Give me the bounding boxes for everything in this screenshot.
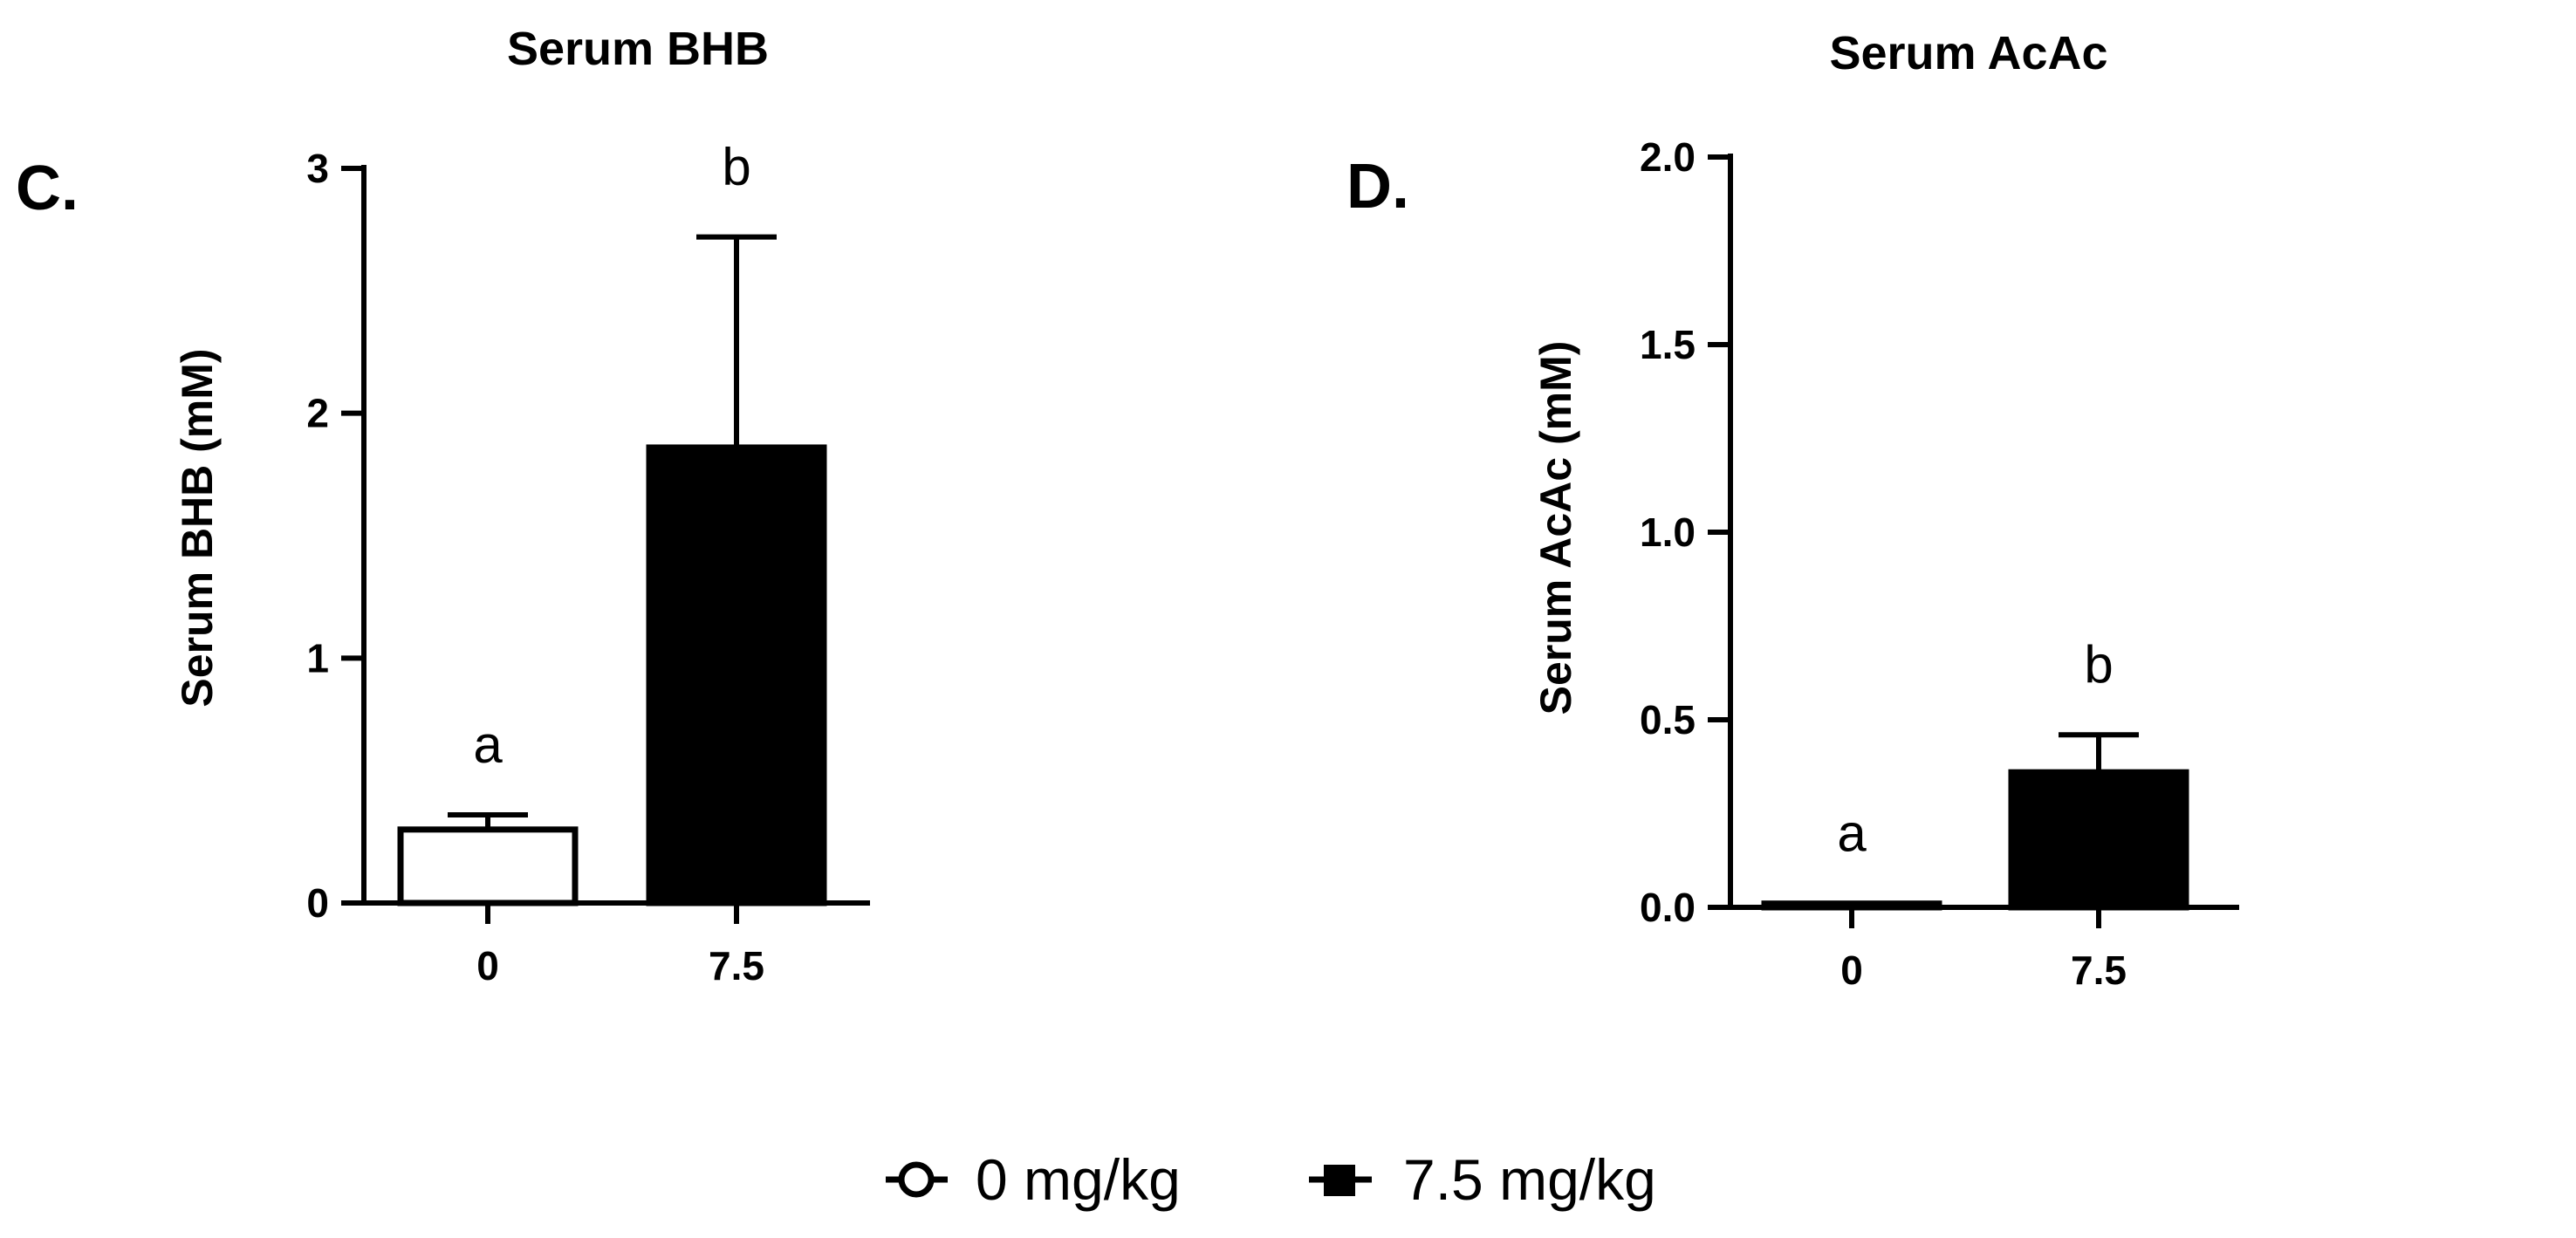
legend-label: 0 mg/kg	[976, 1147, 1181, 1212]
panel-d-bar-1	[2008, 769, 2189, 911]
open-circle-icon	[898, 1161, 935, 1198]
panel-d-y-tick-label: 0.5	[1640, 697, 1696, 742]
panel-d-plot: a 0 b 7.5 0.0 0.5 1.0 1.5 2.0	[1640, 134, 2239, 993]
panel-d-y-tick-label: 1.0	[1640, 510, 1696, 555]
panel-c-ylabel: Serum BHB (mM)	[173, 348, 222, 707]
panel-c-bar-0	[397, 826, 579, 906]
panel-d-ylabel: Serum AcAc (mM)	[1531, 341, 1580, 715]
filled-square-icon	[1324, 1165, 1355, 1196]
panel-c-significance-1: b	[722, 138, 750, 196]
panel-c-y-tick-label: 1	[306, 635, 329, 681]
legend-item-0-mg-kg: 0 mg/kg	[886, 1147, 1181, 1212]
panel-c-y-tick-label: 2	[306, 391, 329, 436]
panel-c-y-tick-label: 0	[306, 880, 329, 926]
panel-d-title: Serum AcAc	[1829, 27, 2107, 79]
panel-d-x-tick-label: 0	[1840, 947, 1863, 993]
panel-d-error-bar-1	[2059, 732, 2139, 773]
legend: 0 mg/kg 7.5 mg/kg	[886, 1147, 1656, 1212]
panel-c-title: Serum BHB	[507, 23, 769, 75]
panel-c-y-tick-label: 3	[306, 146, 329, 191]
panel-d-significance-1: b	[2084, 635, 2113, 694]
panel-c-x-tick-label: 0	[476, 943, 499, 988]
panel-c-bar-1	[646, 444, 827, 906]
panel-c-x-tick-label: 7.5	[709, 943, 764, 988]
panel-d-serum-acac: Serum AcAc D. Serum AcAc (mM) a 0 b 7.5 0.0 0…	[1346, 27, 2239, 993]
panel-c-error-bar-1	[696, 234, 777, 448]
panel-d-significance-0: a	[1837, 804, 1867, 863]
panel-d-y-tick-label: 1.5	[1640, 322, 1696, 367]
legend-item-7-5-mg-kg: 7.5 mg/kg	[1309, 1147, 1656, 1212]
panel-d-y-tick-label: 0.0	[1640, 885, 1696, 930]
panel-c-significance-0: a	[473, 715, 503, 774]
legend-label: 7.5 mg/kg	[1403, 1147, 1656, 1212]
panel-d-letter: D.	[1346, 152, 1409, 222]
panel-d-y-tick-label: 2.0	[1640, 134, 1696, 180]
panel-c-letter: C.	[16, 154, 79, 223]
panel-c-error-bar-0	[448, 811, 528, 830]
panel-c-serum-bhb: Serum BHB C. Serum BHB (mM) a 0 b 7.5 0 1 2 3	[16, 23, 870, 988]
panel-d-x-tick-label: 7.5	[2071, 947, 2127, 993]
panel-c-plot: a 0 b 7.5 0 1 2 3	[306, 138, 870, 988]
